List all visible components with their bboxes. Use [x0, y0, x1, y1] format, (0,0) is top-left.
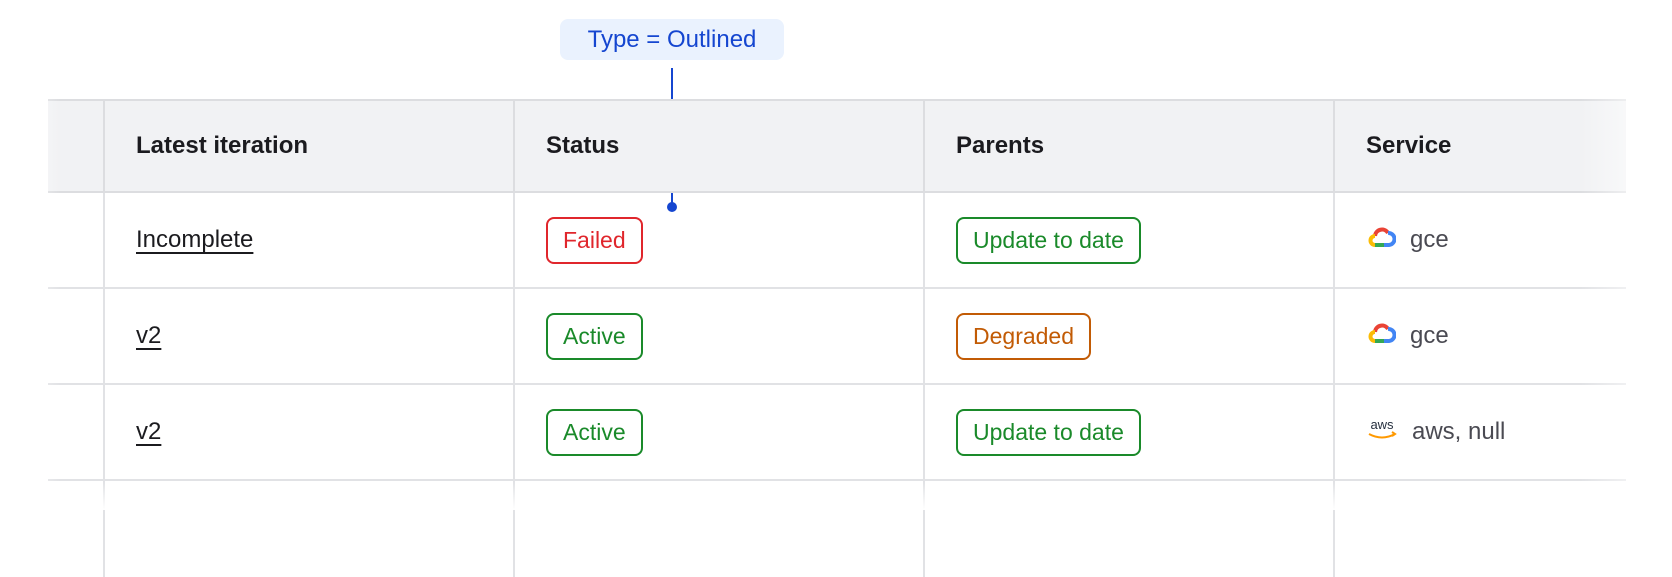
iteration-cell: v2	[103, 385, 513, 479]
status-badge: Active	[546, 312, 643, 360]
iteration-link[interactable]: v2	[136, 322, 162, 349]
parents-cell: Update to date	[923, 385, 1333, 479]
status-cell: Failed	[513, 193, 923, 287]
parents-badge: Update to date	[956, 216, 1141, 264]
header-parents[interactable]: Parents	[923, 101, 1333, 191]
google-cloud-icon	[1366, 320, 1397, 353]
annotation-pointer-dot	[667, 202, 677, 212]
header-service[interactable]: Service	[1333, 101, 1626, 191]
iteration-link[interactable]: Incomplete	[136, 226, 254, 253]
data-table: Latest iteration Status Parents Service …	[48, 99, 1626, 577]
iteration-link[interactable]: v2	[136, 418, 162, 445]
parents-cell: Update to date	[923, 193, 1333, 287]
status-badge: Active	[546, 408, 643, 456]
service-cell: gce	[1333, 289, 1626, 383]
service-cell: aws aws, null	[1333, 385, 1626, 479]
annotation-label: Type = Outlined	[560, 19, 784, 60]
bottom-fade	[0, 482, 1672, 510]
header-status[interactable]: Status	[513, 101, 923, 191]
table-row: Incomplete Failed Update to date gce	[48, 193, 1626, 289]
left-scroll-fade	[0, 99, 60, 510]
table-row: v2 Active Degraded gce	[48, 289, 1626, 385]
status-cell: Active	[513, 385, 923, 479]
iteration-cell: Incomplete	[103, 193, 513, 287]
table-header-row: Latest iteration Status Parents Service	[48, 99, 1626, 193]
status-cell: Active	[513, 289, 923, 383]
header-latest-iteration[interactable]: Latest iteration	[103, 101, 513, 191]
parents-badge: Degraded	[956, 312, 1092, 360]
status-badge: Failed	[546, 216, 643, 264]
svg-text:aws: aws	[1370, 417, 1394, 432]
table-row: v2 Active Update to date aws aws, null	[48, 385, 1626, 481]
service-label: gce	[1410, 322, 1449, 349]
iteration-cell: v2	[103, 289, 513, 383]
parents-badge: Update to date	[956, 408, 1141, 456]
service-label: gce	[1410, 226, 1449, 253]
aws-icon: aws	[1366, 416, 1398, 449]
service-cell: gce	[1333, 193, 1626, 287]
parents-cell: Degraded	[923, 289, 1333, 383]
right-scroll-fade	[1580, 99, 1672, 510]
google-cloud-icon	[1366, 224, 1397, 257]
service-label: aws, null	[1412, 418, 1506, 445]
